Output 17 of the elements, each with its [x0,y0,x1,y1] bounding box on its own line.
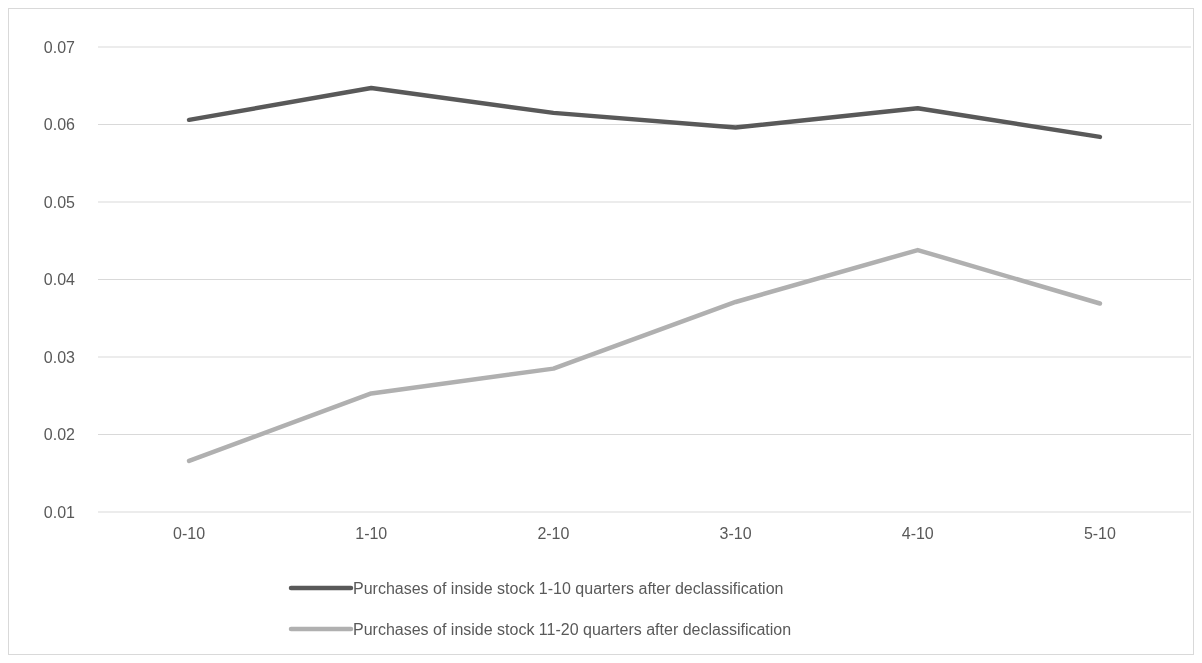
y-tick-label: 0.04 [43,271,76,289]
x-tick-label: 0-10 [173,525,206,542]
y-tick-label: 0.03 [43,348,76,366]
x-tick-label: 3-10 [719,525,752,542]
line-series [186,85,1103,140]
y-tick-label: 0.07 [43,38,76,56]
x-tick-label: 2-10 [537,525,570,542]
y-tick-label: 0.05 [43,193,76,211]
x-tick-label: 4-10 [901,525,934,542]
x-tick-label: 5-10 [1083,525,1117,542]
legend-label: Purchases of inside stock 11-20 quarters after declassification [353,620,792,638]
y-tick-label: 0.02 [43,426,76,444]
line-series [186,247,1103,464]
y-tick-label: 0.01 [43,503,76,521]
x-tick-label: 1-10 [355,525,388,542]
y-tick-label: 0.06 [43,116,76,134]
legend-label: Purchases of inside stock 1-10 quarters after declassification [353,579,784,597]
